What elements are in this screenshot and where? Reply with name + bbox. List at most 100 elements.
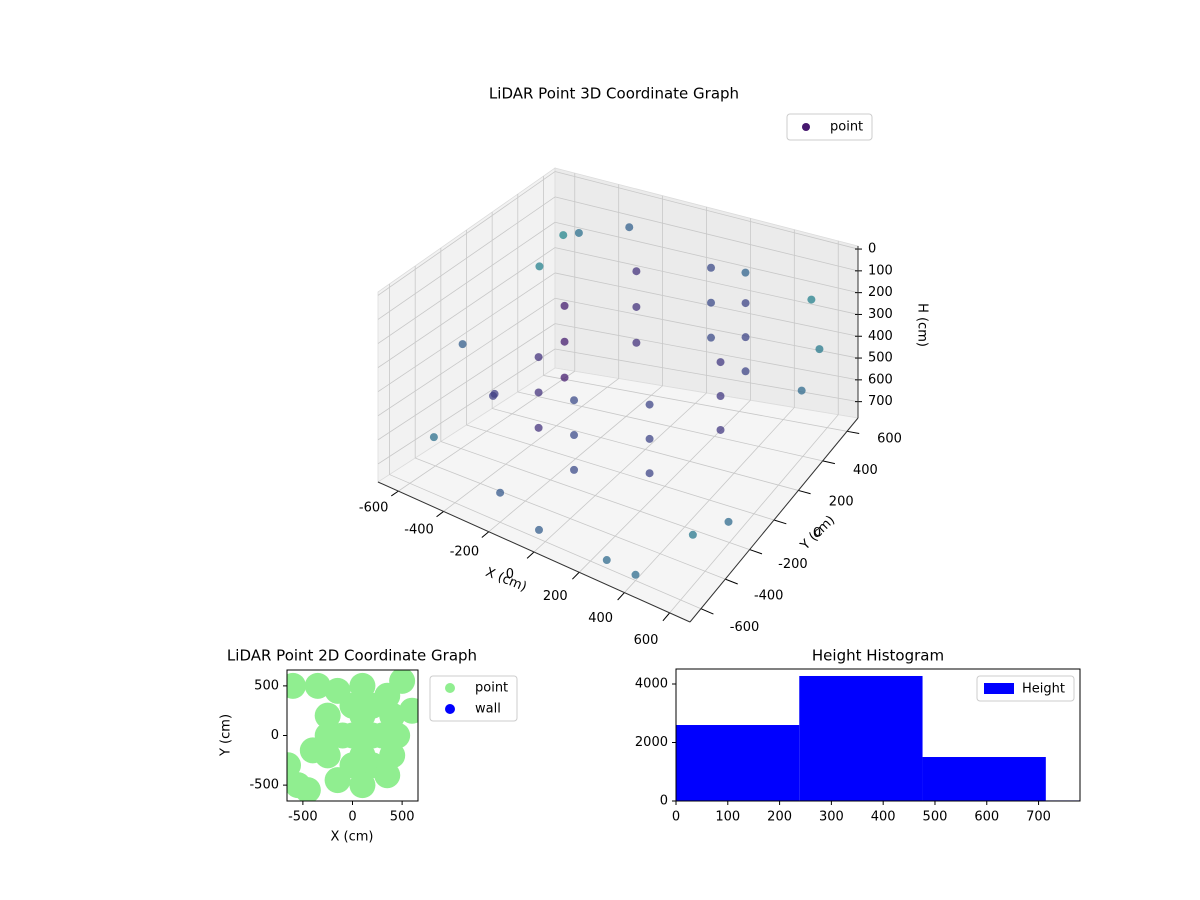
- x-tick-label: -200: [450, 545, 480, 560]
- z-axis-label: H (cm): [915, 303, 930, 347]
- point: [797, 386, 806, 395]
- x-tick-label: 400: [871, 810, 896, 825]
- x-tick: [617, 592, 625, 601]
- point: [574, 228, 583, 237]
- y-tick-label: 0: [660, 794, 668, 809]
- y-axis-label: Y (cm): [219, 714, 234, 757]
- y-tick-label: 2000: [635, 735, 668, 750]
- point: [560, 337, 569, 346]
- point: [559, 231, 568, 240]
- y-tick: [773, 519, 787, 525]
- legend-marker: [445, 704, 455, 714]
- point: [807, 295, 816, 304]
- grid-line: [389, 474, 702, 610]
- point: [815, 345, 824, 354]
- point: [631, 570, 640, 579]
- point: [707, 333, 716, 342]
- point: [359, 722, 386, 749]
- bar: [922, 757, 1046, 801]
- x-tick-label: 700: [1026, 810, 1051, 825]
- x-tick-label: 0: [506, 567, 514, 582]
- x-tick-label: -500: [288, 810, 318, 825]
- y-tick: [798, 489, 811, 495]
- point: [429, 433, 438, 442]
- legend-box: [976, 675, 1075, 702]
- y-tick-label: -200: [778, 557, 808, 572]
- point: [349, 772, 376, 799]
- point: [314, 702, 341, 729]
- x-tick: [526, 551, 535, 559]
- x-tick: [391, 490, 399, 497]
- point: [534, 423, 543, 432]
- point: [707, 298, 716, 307]
- point: [294, 777, 321, 801]
- x-tick-label: -600: [359, 500, 389, 515]
- z-tick-label: 300: [868, 307, 893, 322]
- legend-marker: [445, 683, 455, 693]
- grid-line: [377, 171, 556, 296]
- x-axis-line: [377, 481, 691, 623]
- point: [324, 677, 351, 704]
- x-tick: [481, 531, 490, 538]
- legend-label: wall: [475, 702, 501, 717]
- plot-area: [287, 670, 418, 801]
- y-tick-label: 0: [813, 526, 821, 541]
- z-tick-label: 700: [868, 394, 893, 409]
- point: [339, 722, 366, 749]
- point: [570, 465, 579, 474]
- y-tick: [846, 430, 860, 435]
- legend-swatch: [984, 683, 1014, 694]
- y-axis-line: [689, 417, 859, 623]
- x-tick-label: 0: [672, 810, 680, 825]
- y-tick-label: 500: [254, 678, 279, 693]
- bar: [676, 725, 800, 801]
- point: [741, 299, 750, 308]
- chart-title: LiDAR Point 2D Coordinate Graph: [227, 647, 477, 665]
- point: [324, 767, 351, 794]
- point: [349, 742, 376, 769]
- x-tick-label: 300: [819, 810, 844, 825]
- grid-line: [377, 196, 556, 320]
- chart-title: Height Histogram: [812, 647, 944, 665]
- x-tick-label: 600: [974, 810, 999, 825]
- x-tick: [436, 511, 444, 518]
- plot-area: [676, 675, 1080, 801]
- grid-line: [554, 297, 859, 359]
- y-tick-label: -600: [730, 620, 760, 635]
- point: [287, 672, 306, 699]
- x-tick-label: 0: [348, 810, 356, 825]
- point: [688, 530, 697, 539]
- grid-line: [492, 408, 799, 491]
- x-axis-label: X (cm): [331, 830, 374, 845]
- grid-line: [517, 391, 823, 462]
- legend-label: Height: [1022, 682, 1065, 697]
- x-tick-label: 200: [767, 810, 792, 825]
- x-tick-label: 600: [634, 633, 659, 648]
- point: [496, 488, 505, 497]
- grid-line: [377, 297, 556, 417]
- point: [707, 263, 716, 272]
- point: [741, 333, 750, 342]
- point: [602, 556, 611, 565]
- y-tick-label: -500: [249, 778, 279, 793]
- point: [741, 268, 750, 277]
- point: [304, 672, 331, 699]
- y-tick-label: 0: [271, 728, 279, 743]
- z-tick-label: 400: [868, 329, 893, 344]
- y-tick: [749, 549, 763, 555]
- y-tick: [700, 608, 714, 615]
- point: [299, 737, 326, 764]
- grid-line: [554, 171, 859, 250]
- grid-line: [554, 196, 859, 272]
- point: [716, 358, 725, 367]
- grid-line: [377, 272, 556, 393]
- point: [741, 367, 750, 376]
- y-tick-label: 4000: [635, 677, 668, 692]
- point: [645, 434, 654, 443]
- legend-box: [786, 113, 873, 141]
- grid-line: [554, 272, 859, 337]
- x-tick-label: 200: [543, 589, 568, 604]
- grid-line: [377, 348, 556, 465]
- point: [570, 396, 579, 405]
